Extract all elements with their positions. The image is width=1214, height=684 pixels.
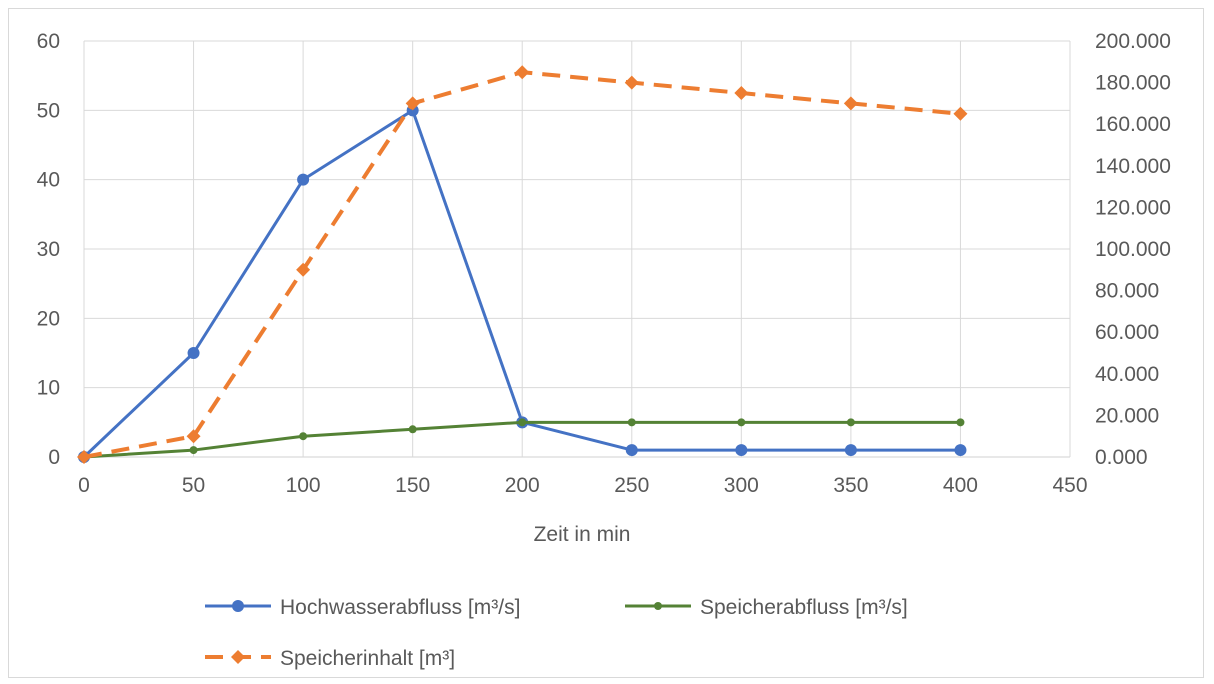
data-point-speicherinhalt	[405, 96, 420, 111]
data-point-hochwasserabfluss	[625, 444, 638, 457]
y2-tick-label: 100.000	[1095, 238, 1171, 261]
data-point-hochwasserabfluss	[844, 444, 857, 457]
data-point-hochwasserabfluss	[187, 347, 200, 359]
legend-marker	[654, 602, 662, 610]
legend-item-speicherabfluss: Speicherabfluss [m³/s]	[625, 596, 908, 619]
legend-label: Speicherabfluss [m³/s]	[700, 596, 908, 619]
x-tick-label: 100	[286, 474, 321, 497]
legend: Hochwasserabfluss [m³/s] Speicherabfluss …	[205, 596, 908, 670]
x-tick-label: 250	[614, 474, 649, 497]
data-point-speicherinhalt	[843, 96, 858, 111]
y-tick-label: 20	[37, 307, 60, 330]
legend-marker	[232, 600, 244, 612]
data-point-speicherabfluss	[846, 418, 855, 427]
x-tick-label: 0	[78, 474, 90, 497]
x-tick-label: 350	[833, 474, 868, 497]
y2-tick-label: 180.000	[1095, 72, 1171, 95]
x-tick-label: 150	[395, 474, 430, 497]
x-tick-label: 200	[505, 474, 540, 497]
legend-marker	[231, 650, 245, 664]
data-point-speicherinhalt	[515, 65, 530, 80]
data-point-hochwasserabfluss	[954, 444, 967, 457]
data-point-speicherabfluss	[299, 432, 308, 441]
chart-frame	[8, 8, 1204, 678]
y2-tick-label: 60.000	[1095, 321, 1159, 344]
data-point-hochwasserabfluss	[735, 444, 748, 457]
data-point-speicherabfluss	[627, 418, 636, 427]
y2-tick-label: 0.000	[1095, 446, 1148, 469]
data-point-speicherabfluss	[737, 418, 746, 427]
y2-tick-label: 80.000	[1095, 280, 1159, 303]
x-tick-label: 400	[943, 474, 978, 497]
x-tick-label: 450	[1052, 474, 1087, 497]
x-tick-label: 50	[182, 474, 205, 497]
x-tick-label: 300	[724, 474, 759, 497]
data-point-speicherabfluss	[408, 425, 417, 434]
y2-tick-label: 140.000	[1095, 155, 1171, 178]
y2-tick-label: 200.000	[1095, 30, 1171, 53]
data-point-speicherinhalt	[186, 429, 201, 444]
y-tick-label: 0	[48, 446, 60, 469]
legend-label: Speicherinhalt [m³]	[280, 647, 455, 670]
y-tick-label: 10	[37, 377, 60, 400]
y-tick-label: 50	[37, 99, 60, 122]
data-point-speicherinhalt	[734, 86, 749, 100]
y2-tick-label: 120.000	[1095, 196, 1171, 219]
grid-layer	[83, 40, 1071, 458]
data-point-speicherabfluss	[518, 418, 527, 427]
y-tick-label: 30	[37, 238, 60, 261]
y2-tick-label: 160.000	[1095, 113, 1171, 136]
y2-tick-label: 40.000	[1095, 363, 1159, 386]
x-axis-title: Zeit in min	[534, 523, 631, 546]
data-point-speicherinhalt	[296, 262, 311, 277]
legend-item-hochwasserabfluss: Hochwasserabfluss [m³/s]	[205, 596, 520, 619]
y-tick-label: 40	[37, 169, 60, 192]
data-point-speicherinhalt	[77, 450, 91, 464]
data-point-speicherinhalt	[624, 75, 639, 90]
legend-label: Hochwasserabfluss [m³/s]	[280, 596, 520, 619]
series-speicherinhalt	[77, 65, 968, 464]
series-layer	[77, 65, 968, 464]
legend-item-speicherinhalt: Speicherinhalt [m³]	[205, 647, 455, 670]
data-point-hochwasserabfluss	[297, 173, 310, 186]
y2-tick-label: 20.000	[1095, 404, 1159, 427]
y-tick-label: 60	[37, 30, 60, 53]
data-point-speicherabfluss	[956, 418, 965, 427]
data-point-speicherinhalt	[953, 106, 968, 121]
data-point-speicherabfluss	[189, 446, 198, 455]
axis-layer: 0 50 100 150 200 250 300 350 400 450 0 10 20 30 40 50 60…	[37, 30, 1171, 497]
